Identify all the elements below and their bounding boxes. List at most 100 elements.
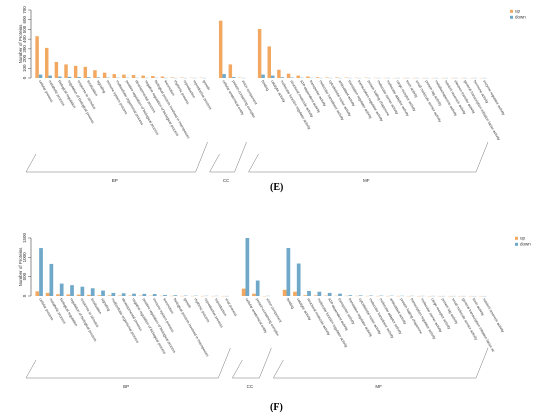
bar-e-up	[160, 76, 165, 78]
panel-f-group-bracket	[25, 347, 231, 379]
bar-f-down	[70, 285, 74, 296]
bar-e-up	[54, 61, 59, 78]
bar-e-up	[315, 77, 320, 78]
bar-f-down	[338, 293, 342, 296]
panel-e-group-label: BP	[112, 178, 118, 183]
bar-e-down	[48, 75, 52, 78]
bar-f-down	[39, 248, 43, 296]
bar-f-down	[152, 294, 157, 296]
bar-e-up	[112, 74, 116, 78]
bar-f-down	[286, 248, 291, 296]
bar-f-up	[241, 288, 246, 296]
bar-f-up	[66, 294, 71, 296]
bar-e-down	[87, 77, 91, 78]
bar-f-down	[132, 293, 136, 296]
bar-f-down	[327, 292, 332, 296]
bar-f-down	[173, 295, 178, 296]
bar-f-down	[163, 295, 167, 296]
bar-f-down	[255, 280, 260, 296]
bar-e-down	[77, 77, 81, 78]
bar-f-down	[245, 238, 250, 296]
bar-e-down	[67, 76, 72, 78]
bar-e-down	[222, 74, 226, 78]
panel-e-y-tick-label: 300	[22, 45, 27, 53]
panel-f-y-axis-label: Number of Proteins	[18, 247, 23, 287]
bar-f-down	[111, 292, 116, 296]
bar-e-up	[257, 28, 262, 79]
legend-label-up: up	[520, 236, 526, 241]
bar-e-down	[58, 76, 62, 78]
panel-f-y-tick-label: 0	[22, 294, 27, 297]
panel-e-y-tick-label: 200	[22, 54, 27, 62]
bar-f-down	[348, 295, 353, 296]
panel-e-group-bracket	[25, 141, 208, 173]
bar-f-down	[49, 263, 54, 296]
panel-f-group-label: CC	[247, 384, 254, 389]
bar-f-down	[101, 290, 105, 296]
legend-label-up: up	[515, 9, 521, 14]
legend-swatch-up	[510, 9, 513, 13]
bar-e-up	[286, 73, 291, 78]
bar-f-up	[97, 295, 102, 296]
legend-swatch-down	[510, 15, 513, 19]
bar-e-down	[280, 77, 285, 78]
bar-e-up	[277, 69, 281, 78]
bar-e-up	[83, 66, 88, 78]
bar-e-up	[228, 64, 233, 78]
panel-f-y-tick-label: 1500	[22, 232, 27, 243]
panel-e-group-bracket	[248, 141, 489, 173]
panel-f-label: (F)	[270, 402, 283, 413]
bar-e-up	[141, 75, 145, 78]
bar-f-down	[59, 283, 64, 296]
panel-f-group-bracket	[231, 347, 272, 379]
bar-f-up	[282, 289, 287, 296]
panel-f-group-label: BP	[123, 384, 129, 389]
bar-e-up	[93, 70, 97, 78]
bar-f-up	[87, 294, 91, 296]
bar-e-up	[35, 36, 39, 78]
bar-f-up	[45, 292, 50, 296]
bar-f-down	[121, 293, 126, 296]
bar-f-up	[303, 295, 308, 296]
panel-e-group-label: MF	[363, 178, 370, 183]
panel-e-y-tick-label: 600	[22, 15, 27, 23]
bar-e-up	[267, 46, 271, 78]
bar-f-down	[142, 293, 147, 296]
bar-e-down	[96, 77, 101, 78]
bar-f-down	[296, 263, 301, 296]
panel-e-group-bracket	[209, 141, 247, 173]
bar-e-down	[38, 74, 43, 78]
panel-e-category-label: binding	[260, 80, 269, 92]
bar-f-up	[56, 294, 60, 296]
panel-e-y-tick-label: 100	[22, 64, 27, 72]
bar-e-up	[151, 76, 155, 78]
bar-e-up	[122, 74, 126, 78]
bar-e-up	[218, 20, 223, 78]
panel-e-y-tick-label: 400	[22, 35, 27, 43]
bar-e-up	[73, 65, 78, 78]
panel-e-y-tick-label: 500	[22, 25, 27, 33]
panel-f-category-label: signaling	[100, 298, 111, 312]
bar-f-down	[358, 295, 363, 296]
bar-e-up	[306, 76, 310, 78]
bar-f-down	[90, 288, 95, 296]
panel-e-y-tick-label: 0	[22, 76, 27, 79]
bar-e-down	[232, 77, 236, 78]
panel-f-category-label: binding	[286, 298, 295, 310]
panel-f-group-bracket	[272, 347, 489, 379]
bar-f-up	[293, 291, 297, 296]
panel-f-y-tick-label: 500	[22, 272, 27, 280]
panel-e-group-label: CC	[223, 178, 230, 183]
panel-f-group-label: MF	[375, 384, 382, 389]
bar-e-up	[64, 64, 68, 78]
bar-f-up	[76, 294, 81, 296]
legend-swatch-down	[515, 242, 518, 246]
bar-f-down	[317, 291, 322, 296]
bar-e-up	[102, 72, 107, 78]
bar-f-up	[252, 293, 256, 296]
bar-f-up	[107, 295, 112, 296]
panel-f-y-tick-label: 1000	[22, 252, 27, 263]
bar-e-up	[44, 47, 49, 78]
panel-e-y-tick-label: 700	[22, 6, 27, 14]
